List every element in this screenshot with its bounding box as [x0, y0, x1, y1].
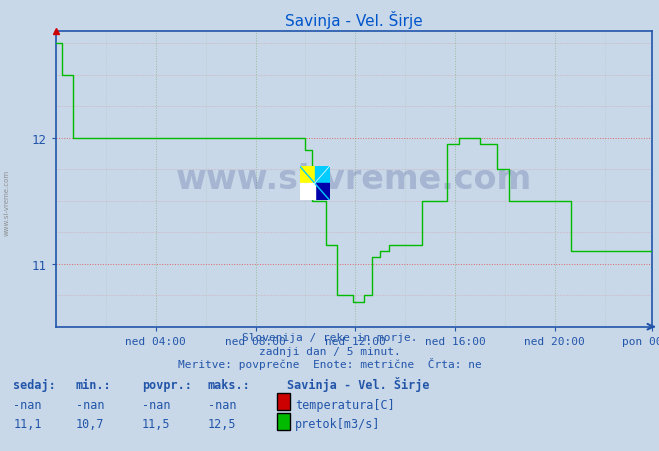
Text: maks.:: maks.:: [208, 378, 250, 391]
Polygon shape: [300, 184, 315, 201]
Text: pretok[m3/s]: pretok[m3/s]: [295, 418, 381, 431]
Text: zadnji dan / 5 minut.: zadnji dan / 5 minut.: [258, 346, 401, 356]
Text: temperatura[C]: temperatura[C]: [295, 398, 395, 411]
Text: www.si-vreme.com: www.si-vreme.com: [176, 163, 532, 196]
Text: 11,5: 11,5: [142, 418, 170, 431]
Text: sedaj:: sedaj:: [13, 378, 56, 391]
Text: www.si-vreme.com: www.si-vreme.com: [4, 170, 10, 236]
Text: 11,1: 11,1: [13, 418, 42, 431]
Polygon shape: [315, 167, 330, 184]
Text: 10,7: 10,7: [76, 418, 104, 431]
Polygon shape: [315, 184, 330, 201]
Text: -nan: -nan: [208, 398, 236, 411]
Text: -nan: -nan: [76, 398, 104, 411]
Text: Meritve: povprečne  Enote: metrične  Črta: ne: Meritve: povprečne Enote: metrične Črta:…: [178, 358, 481, 369]
Text: -nan: -nan: [142, 398, 170, 411]
Text: Savinja - Vel. Širje: Savinja - Vel. Širje: [287, 376, 429, 391]
Text: Slovenija / reke in morje.: Slovenija / reke in morje.: [242, 332, 417, 342]
Title: Savinja - Vel. Širje: Savinja - Vel. Širje: [285, 11, 423, 29]
Text: -nan: -nan: [13, 398, 42, 411]
Polygon shape: [300, 167, 315, 184]
Text: povpr.:: povpr.:: [142, 378, 192, 391]
Text: 12,5: 12,5: [208, 418, 236, 431]
Text: min.:: min.:: [76, 378, 111, 391]
